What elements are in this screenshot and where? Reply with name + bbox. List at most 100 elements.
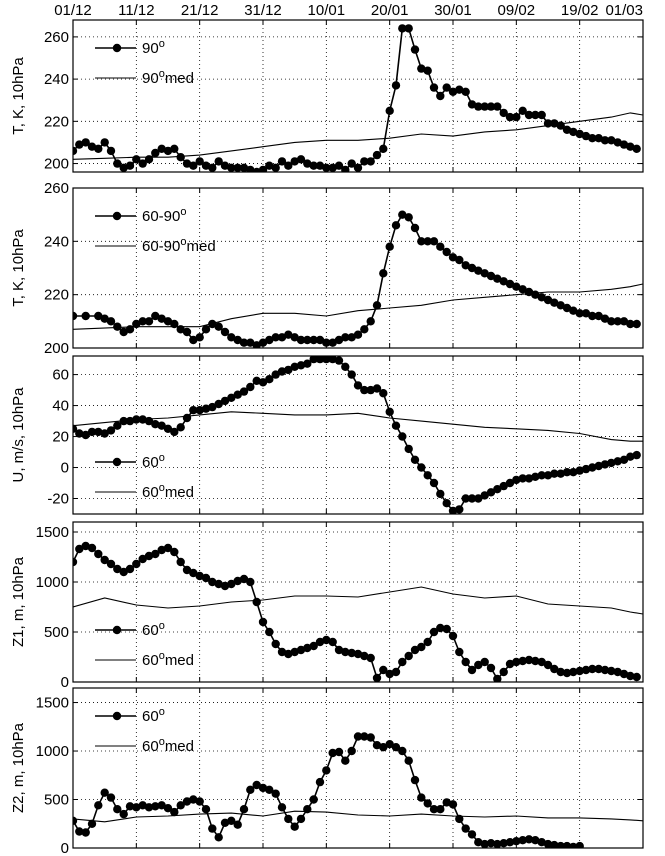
axes-box	[72, 521, 644, 683]
data-point	[385, 242, 394, 251]
data-point	[474, 660, 483, 670]
data-point	[182, 565, 192, 575]
data-point	[277, 367, 287, 376]
legend-degree: o	[180, 236, 186, 248]
y-tick-label: 200	[44, 156, 69, 173]
top-date-label: 19/02	[561, 2, 599, 19]
data-point	[461, 494, 470, 503]
data-point	[290, 333, 299, 342]
data-point	[455, 505, 464, 514]
data-point	[87, 819, 97, 828]
data-point	[81, 430, 90, 440]
top-date-label: 09/02	[498, 2, 536, 19]
data-point	[170, 807, 179, 817]
plot-area	[73, 210, 643, 348]
data-point	[493, 274, 502, 283]
legend-marker	[112, 625, 122, 635]
data-point	[87, 427, 97, 437]
data-point	[322, 635, 331, 645]
top-date-label: 21/12	[181, 2, 219, 19]
data-point	[271, 163, 280, 172]
data-point	[423, 471, 432, 480]
data-point	[73, 146, 78, 156]
data-point	[436, 91, 445, 101]
data-point	[201, 805, 211, 814]
data-point	[176, 801, 185, 810]
data-point	[239, 805, 249, 814]
legend-label-part: med	[165, 652, 194, 669]
data-point	[448, 506, 458, 514]
legend-label: 60o	[142, 706, 165, 725]
data-point	[448, 87, 458, 97]
axes-box	[72, 187, 644, 349]
data-point	[94, 801, 103, 810]
data-point	[151, 311, 160, 321]
data-point	[404, 756, 413, 765]
data-point	[404, 444, 413, 454]
data-point	[341, 165, 350, 172]
legend-label-part: 60	[142, 454, 159, 471]
data-point	[575, 466, 584, 475]
data-point	[125, 564, 135, 574]
data-point	[594, 461, 603, 471]
data-point	[436, 489, 445, 499]
data-point	[632, 144, 641, 153]
data-point	[347, 746, 356, 756]
data-point	[296, 155, 306, 164]
legend-label: 60omed	[142, 650, 194, 669]
data-point	[518, 106, 527, 116]
ticks	[72, 187, 644, 349]
data-point	[562, 668, 572, 678]
data-point	[626, 671, 635, 681]
data-point	[442, 624, 451, 634]
data-point	[334, 161, 344, 170]
data-point	[569, 842, 578, 848]
data-point	[315, 335, 325, 345]
data-point	[531, 472, 540, 481]
data-point	[588, 134, 597, 143]
data-point	[113, 421, 122, 430]
data-point	[170, 144, 179, 153]
data-point	[73, 311, 78, 321]
data-point	[113, 159, 122, 168]
data-point	[195, 333, 204, 342]
data-point	[581, 309, 591, 318]
data-point	[315, 356, 325, 364]
data-point	[429, 627, 439, 637]
data-point	[391, 221, 401, 230]
data-point	[94, 549, 103, 559]
y-tick-label: 20	[52, 429, 69, 446]
data-point	[227, 333, 236, 342]
data-point	[499, 108, 508, 118]
data-point	[341, 647, 350, 657]
data-point	[385, 106, 394, 116]
data-point	[613, 138, 622, 147]
legend-marker	[112, 457, 122, 467]
data-point	[290, 647, 299, 657]
data-point	[138, 317, 147, 326]
data-point	[448, 253, 458, 262]
data-point	[271, 370, 280, 379]
data-point	[461, 824, 470, 833]
data-point	[600, 314, 610, 323]
data-point	[157, 545, 166, 555]
data-point	[271, 639, 280, 649]
grid	[73, 522, 643, 682]
data-point	[189, 568, 198, 578]
data-point	[233, 820, 242, 829]
data-point	[607, 317, 616, 326]
data-point	[480, 102, 489, 111]
data-point	[423, 66, 432, 75]
data-point	[94, 144, 103, 153]
data-point	[144, 317, 154, 326]
data-point	[518, 656, 527, 666]
y-tick-label: 220	[44, 113, 69, 130]
data-point	[385, 407, 394, 416]
top-date-label: 20/01	[371, 2, 409, 19]
series-line-obs	[73, 213, 637, 347]
data-point	[505, 478, 515, 488]
data-point	[353, 732, 363, 741]
